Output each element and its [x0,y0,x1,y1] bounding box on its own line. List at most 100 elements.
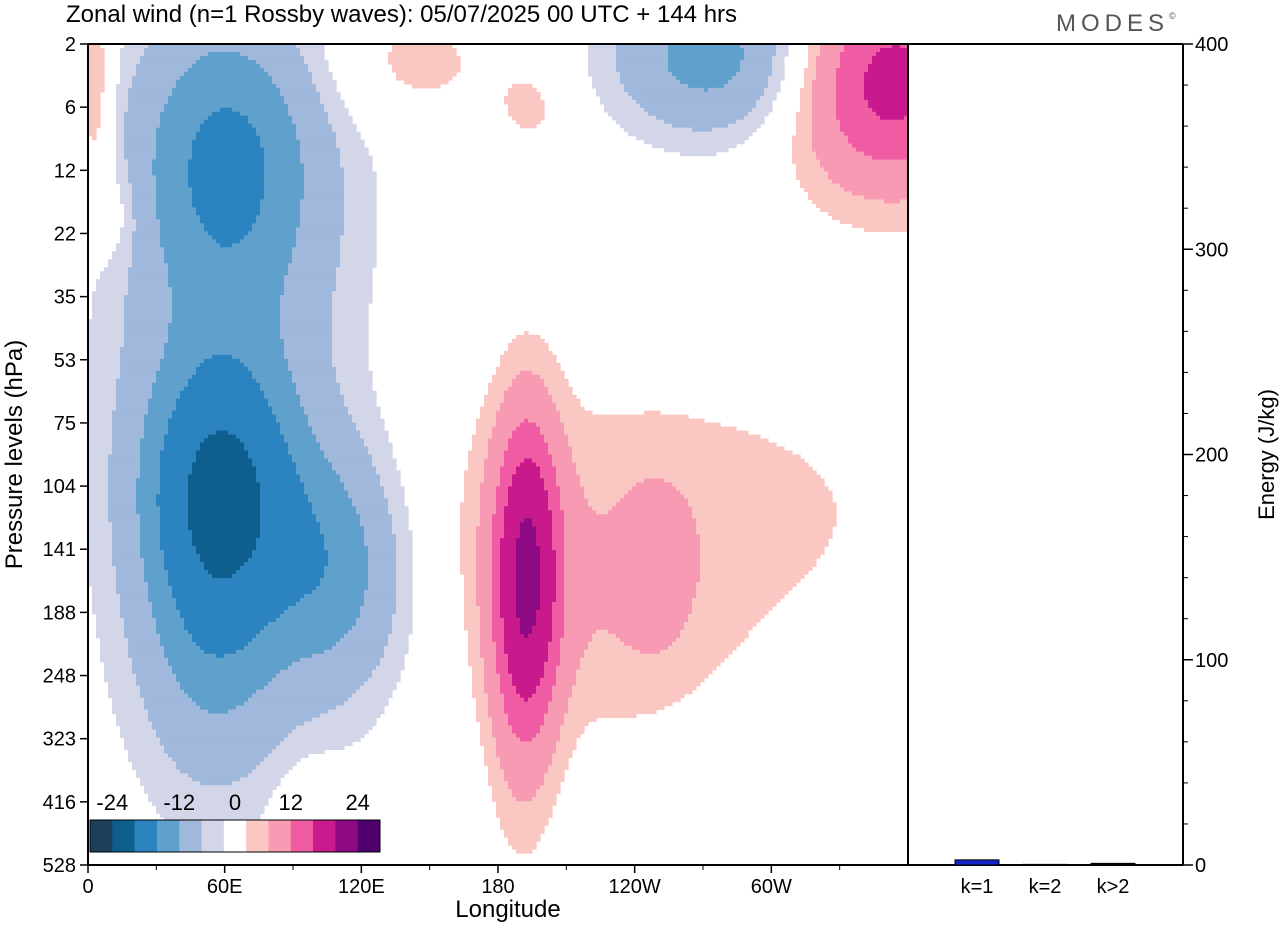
contour-cell [264,757,301,762]
contour-cell [812,111,837,117]
contour-cell [480,514,493,519]
contour-cell [88,474,109,480]
contour-cell [520,621,537,627]
contour-cell [264,625,353,631]
contour-cell [112,426,145,432]
contour-cell [580,474,821,480]
contour-cell [168,263,289,268]
contour-cell [476,570,493,575]
contour-cell [552,454,573,460]
contour-cell [92,303,125,308]
contour-cell [192,538,257,543]
contour-cell [728,79,769,85]
contour-cell [112,438,141,444]
contour-cell [124,123,161,129]
contour-cell [516,685,537,691]
contour-cell [108,506,137,511]
contour-cell [504,705,549,711]
contour-cell [88,482,109,487]
contour-cell [204,566,241,571]
contour-cell [800,87,813,93]
contour-cell [548,765,569,770]
contour-cell [172,315,281,320]
contour-cell [544,717,565,723]
contour-cell [88,438,113,444]
contour-cell [144,570,169,575]
contour-cell [192,199,261,205]
contour-cell [364,597,397,603]
contour-cell [492,629,505,635]
contour-cell [132,207,157,212]
contour-cell [512,434,545,440]
contour-cell [172,311,281,316]
contour-cell [168,283,285,288]
y-tick-label: 104 [43,476,76,498]
contour-cell [116,243,133,248]
contour-cell [280,330,333,336]
contour-cell [612,115,657,121]
contour-cell [480,645,497,651]
contour-cell [280,319,333,324]
contour-cell [116,721,153,727]
contour-cell [156,370,197,376]
contour-cell [156,151,193,157]
contour-cell [836,71,865,77]
contour-cell [160,243,221,248]
contour-cell [868,103,909,109]
contour-cell [128,95,169,101]
contour-cell [560,637,593,643]
contour-cell [300,219,345,224]
contour-cell [620,75,677,81]
contour-cell [536,613,553,619]
contour-cell [292,370,337,376]
contour-cell [88,103,101,109]
contour-cell [236,649,325,655]
contour-cell [560,733,581,739]
contour-cell [592,83,625,89]
contour-cell [556,402,581,408]
x-tick-label: 60W [751,876,792,898]
contour-cell [276,617,357,623]
contour-cell [560,729,585,735]
contour-cell [144,578,169,583]
contour-cell [88,382,117,388]
contour-cell [472,681,485,687]
contour-cell [120,609,153,615]
contour-cell [88,330,125,336]
contour-cell [344,187,377,193]
contour-cell [256,633,345,639]
contour-cell [552,398,581,404]
contour-cell [116,717,149,723]
contour-cell [556,582,565,587]
contour-cell [396,578,413,583]
contour-cell [324,107,349,113]
contour-cell [564,613,689,619]
contour-cell [144,422,169,428]
contour-cell [156,805,265,810]
contour-cell [164,247,293,252]
contour-cell [268,71,313,77]
colorbar-swatch [268,820,292,852]
contour-cell [828,175,909,181]
contour-cell [124,342,165,348]
contour-cell [124,203,133,209]
contour-cell [540,466,557,472]
contour-cell [504,697,525,703]
contour-cell [484,458,505,464]
contour-cell [500,761,553,766]
contour-cell [88,506,109,511]
contour-cell [496,490,509,495]
contour-cell [516,542,537,547]
contour-cell [200,554,253,559]
contour-cell [500,574,517,579]
contour-cell [152,609,181,615]
contour-cell [696,590,789,595]
contour-cell [116,574,145,579]
contour-cell [332,330,369,336]
contour-cell [132,765,177,770]
colorbar-swatch [313,820,336,852]
contour-cell [188,522,261,527]
contour-cell [492,434,513,440]
contour-cell [480,617,493,623]
contour-cell [536,609,553,615]
